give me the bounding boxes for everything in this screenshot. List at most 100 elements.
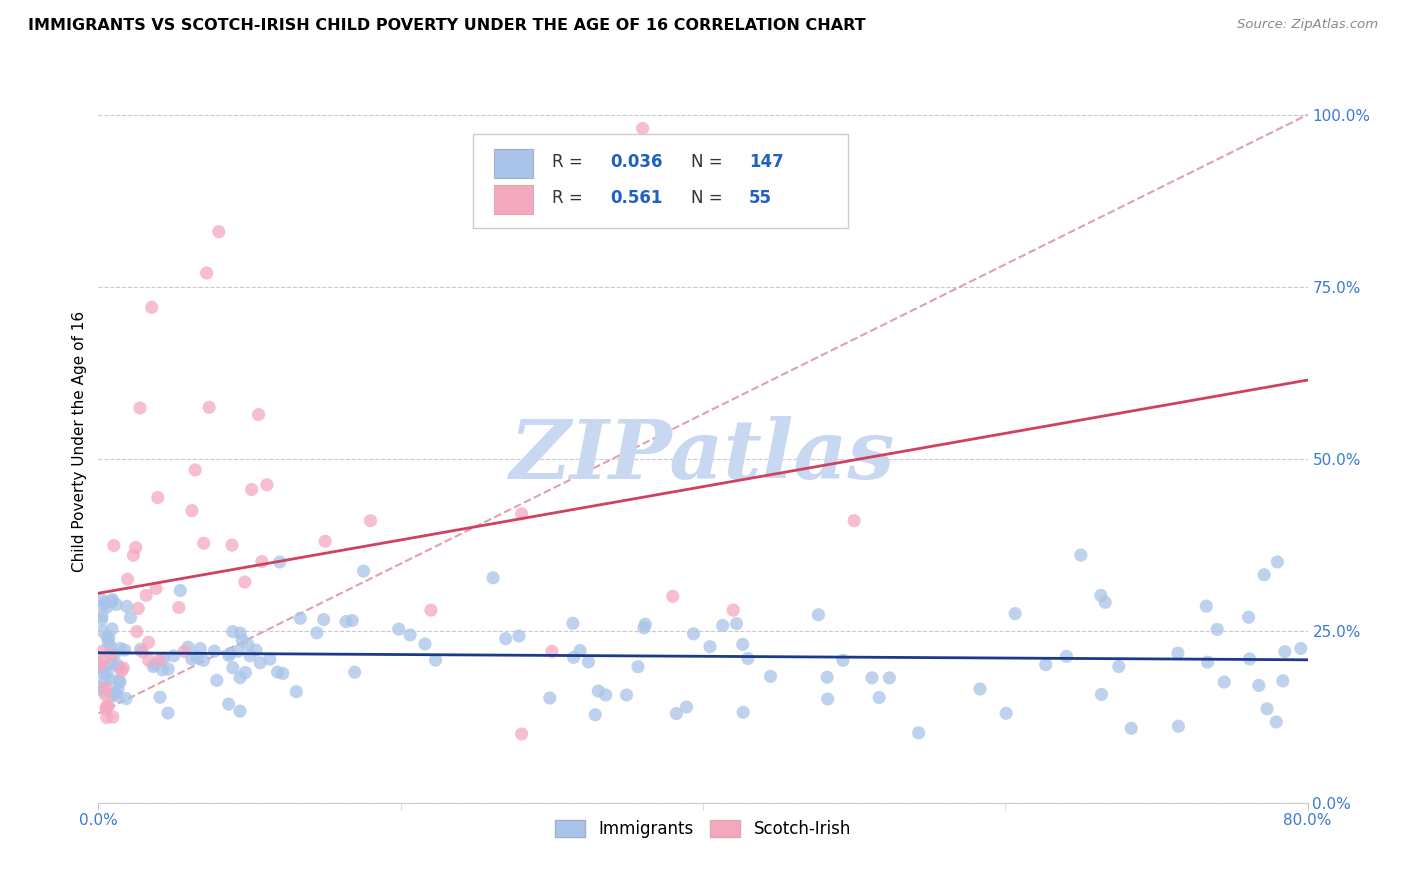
Point bbox=[1090, 687, 1112, 701]
Point bbox=[162, 648, 184, 663]
Point bbox=[114, 643, 136, 657]
Point bbox=[94, 673, 117, 688]
Point bbox=[1289, 641, 1312, 656]
Point bbox=[1090, 589, 1112, 603]
Point bbox=[540, 644, 562, 658]
Point bbox=[138, 653, 160, 667]
Text: 0.036: 0.036 bbox=[610, 153, 662, 170]
Point bbox=[101, 622, 124, 636]
Point bbox=[152, 651, 174, 665]
Point bbox=[90, 613, 112, 627]
Point bbox=[508, 629, 530, 643]
Point bbox=[266, 665, 288, 679]
Point bbox=[226, 644, 249, 658]
Point bbox=[271, 666, 294, 681]
Text: N =: N = bbox=[690, 189, 728, 207]
Point bbox=[110, 664, 132, 678]
Text: IMMIGRANTS VS SCOTCH-IRISH CHILD POVERTY UNDER THE AGE OF 16 CORRELATION CHART: IMMIGRANTS VS SCOTCH-IRISH CHILD POVERTY… bbox=[28, 18, 866, 33]
Point bbox=[1004, 607, 1026, 621]
Point bbox=[1167, 646, 1189, 660]
Bar bbox=[494, 149, 533, 178]
Point bbox=[149, 690, 172, 705]
Point bbox=[229, 704, 252, 718]
Text: 55: 55 bbox=[749, 189, 772, 207]
Point bbox=[561, 616, 583, 631]
Point bbox=[247, 408, 270, 422]
Point bbox=[1054, 649, 1077, 664]
Point bbox=[588, 684, 610, 698]
Point bbox=[1195, 599, 1218, 614]
Point bbox=[94, 702, 117, 716]
Point bbox=[104, 686, 127, 700]
Point bbox=[89, 659, 111, 673]
Text: R =: R = bbox=[551, 189, 588, 207]
Point bbox=[631, 121, 654, 136]
Legend: Immigrants, Scotch-Irish: Immigrants, Scotch-Irish bbox=[548, 814, 858, 845]
Point bbox=[188, 641, 211, 656]
Point bbox=[107, 682, 129, 697]
Point bbox=[817, 692, 839, 706]
Point bbox=[91, 599, 114, 613]
Point bbox=[198, 401, 221, 415]
Text: ZIPatlas: ZIPatlas bbox=[510, 416, 896, 496]
Point bbox=[218, 648, 240, 663]
Point bbox=[202, 644, 225, 658]
Point bbox=[425, 653, 447, 667]
Point bbox=[152, 663, 174, 677]
Point bbox=[96, 630, 118, 644]
Point bbox=[256, 478, 278, 492]
Point bbox=[103, 539, 125, 553]
Point bbox=[1265, 714, 1288, 729]
Point bbox=[1108, 659, 1130, 673]
Point bbox=[343, 665, 366, 680]
Point bbox=[510, 727, 533, 741]
Point bbox=[495, 632, 517, 646]
Point bbox=[103, 647, 125, 661]
Point bbox=[94, 660, 117, 674]
Point bbox=[91, 593, 114, 607]
Point bbox=[94, 688, 117, 702]
Point bbox=[1070, 548, 1092, 562]
Point bbox=[239, 648, 262, 663]
Point bbox=[112, 661, 135, 675]
Point bbox=[353, 564, 375, 578]
Point bbox=[229, 671, 252, 685]
Point bbox=[143, 657, 166, 672]
Point bbox=[1167, 719, 1189, 733]
Point bbox=[91, 683, 114, 698]
Point bbox=[110, 641, 132, 656]
Point bbox=[124, 541, 146, 555]
Point bbox=[335, 615, 357, 629]
Point bbox=[633, 621, 655, 635]
Point bbox=[169, 583, 191, 598]
Point bbox=[314, 534, 336, 549]
Point bbox=[100, 657, 122, 671]
Bar bbox=[494, 185, 533, 214]
Point bbox=[138, 635, 160, 649]
Point bbox=[177, 640, 200, 655]
Point bbox=[94, 681, 117, 695]
Point bbox=[879, 671, 901, 685]
Point bbox=[711, 618, 734, 632]
Point bbox=[231, 632, 253, 647]
Point bbox=[725, 616, 748, 631]
Point bbox=[222, 661, 245, 675]
Point bbox=[759, 669, 782, 683]
Point bbox=[87, 680, 110, 694]
Point bbox=[1253, 567, 1275, 582]
Point bbox=[100, 648, 122, 663]
Point bbox=[634, 617, 657, 632]
Point bbox=[860, 671, 883, 685]
Point bbox=[578, 655, 600, 669]
Point bbox=[156, 706, 179, 720]
Point bbox=[723, 603, 745, 617]
Point bbox=[342, 614, 364, 628]
Point bbox=[1213, 675, 1236, 690]
Point bbox=[229, 626, 252, 640]
Point bbox=[141, 301, 163, 315]
Point bbox=[844, 514, 866, 528]
Point bbox=[125, 624, 148, 639]
Point bbox=[108, 675, 131, 690]
Point bbox=[1256, 702, 1278, 716]
Point bbox=[129, 642, 152, 657]
